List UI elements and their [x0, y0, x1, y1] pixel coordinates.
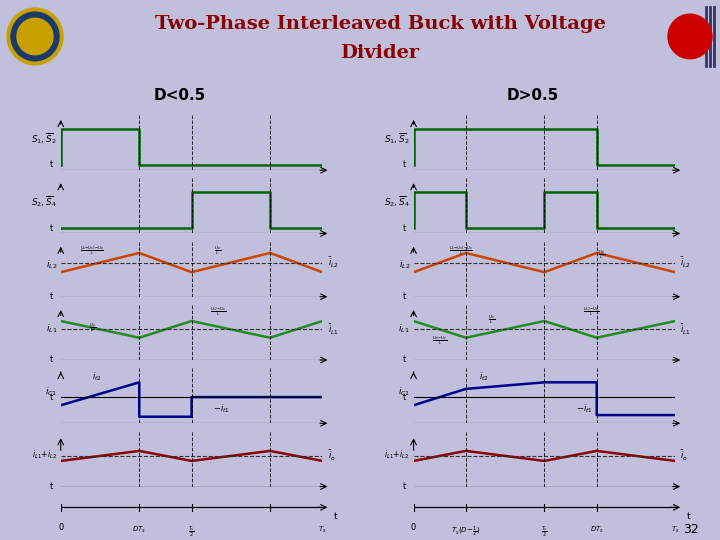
Text: t: t: [402, 224, 405, 233]
Text: $i_{L1}\!+\!i_{L2}$: $i_{L1}\!+\!i_{L2}$: [32, 449, 57, 461]
Text: $\frac{U_o}{L}$: $\frac{U_o}{L}$: [598, 249, 606, 261]
Text: $i_{C1}$: $i_{C1}$: [397, 386, 410, 398]
Text: $\bar{i}_{L2}$: $\bar{i}_{L2}$: [328, 255, 338, 269]
Text: t: t: [50, 393, 53, 402]
Text: $i_{L1}$: $i_{L1}$: [398, 322, 410, 335]
Text: $T_s$: $T_s$: [318, 525, 327, 535]
Text: t: t: [402, 355, 405, 364]
Text: $\bar{i}_o$: $\bar{i}_o$: [680, 449, 688, 463]
Text: t: t: [50, 355, 53, 364]
Text: Two-Phase Interleaved Buck with Voltage: Two-Phase Interleaved Buck with Voltage: [155, 15, 606, 33]
Text: $T_s(D\!-\!\frac{1}{2})$: $T_s(D\!-\!\frac{1}{2})$: [451, 525, 481, 539]
Text: $\frac{U_o}{L}$: $\frac{U_o}{L}$: [488, 314, 495, 326]
Text: $\frac{U_{c2}\!-\!U_o}{L}$: $\frac{U_{c2}\!-\!U_o}{L}$: [210, 306, 226, 319]
Text: t: t: [50, 160, 53, 170]
Text: t: t: [687, 512, 690, 521]
Text: $i_{t2}$: $i_{t2}$: [479, 371, 489, 383]
Text: $DT_s$: $DT_s$: [132, 525, 146, 535]
Text: 0: 0: [411, 523, 416, 532]
Text: t: t: [50, 482, 53, 491]
Text: t: t: [334, 512, 338, 521]
Text: t: t: [402, 482, 405, 491]
Text: $S_1,\overline{S}_2$: $S_1,\overline{S}_2$: [32, 131, 57, 146]
Text: $\bar{i}_{L1}$: $\bar{i}_{L1}$: [328, 322, 338, 336]
Circle shape: [668, 14, 712, 59]
Text: $i_{L1}$: $i_{L1}$: [45, 322, 57, 335]
Text: $\frac{T_s}{2}$: $\frac{T_s}{2}$: [188, 525, 195, 540]
Text: t: t: [50, 224, 53, 233]
Text: t: t: [50, 292, 53, 301]
Text: $\frac{U_o}{L}$: $\frac{U_o}{L}$: [214, 245, 221, 258]
Text: $i_{t2}$: $i_{t2}$: [92, 371, 102, 383]
Text: $i_{L2}$: $i_{L2}$: [46, 259, 57, 271]
Text: $-i_{t1}$: $-i_{t1}$: [576, 402, 593, 415]
Text: $\bar{i}_{L2}$: $\bar{i}_{L2}$: [680, 255, 691, 269]
Circle shape: [7, 8, 63, 65]
Text: 0: 0: [58, 523, 63, 532]
Text: D<0.5: D<0.5: [154, 87, 206, 103]
Text: $\frac{T_s}{2}$: $\frac{T_s}{2}$: [541, 525, 548, 540]
Text: t: t: [402, 393, 405, 402]
Text: $S_1,\overline{S}_2$: $S_1,\overline{S}_2$: [384, 131, 410, 146]
Text: $\bar{i}_{L1}$: $\bar{i}_{L1}$: [680, 322, 691, 336]
Text: $DT_s$: $DT_s$: [590, 525, 604, 535]
Text: Divider: Divider: [341, 44, 420, 62]
Text: $S_2,\overline{S}_4$: $S_2,\overline{S}_4$: [384, 194, 410, 209]
Text: $i_{L2}$: $i_{L2}$: [399, 259, 410, 271]
Text: $\frac{U_{c2}\!-\!U_o}{L}$: $\frac{U_{c2}\!-\!U_o}{L}$: [583, 306, 600, 319]
Text: D>0.5: D>0.5: [507, 87, 559, 103]
Text: $\bar{i}_o$: $\bar{i}_o$: [328, 449, 336, 463]
Text: $i_{C1}$: $i_{C1}$: [45, 386, 57, 398]
Circle shape: [17, 18, 53, 55]
Text: $\frac{U_s\!-\!U_{c1}\!-\!U_o}{L}$: $\frac{U_s\!-\!U_{c1}\!-\!U_o}{L}$: [449, 245, 472, 257]
Text: $i_{L1}\!+\!i_{L2}$: $i_{L1}\!+\!i_{L2}$: [384, 449, 410, 461]
Text: $\frac{U_{in}\!-\!U_o}{L}$: $\frac{U_{in}\!-\!U_o}{L}$: [432, 335, 447, 347]
Text: $\frac{U_s\!-\!U_{c1}\!-\!U_o}{L}$: $\frac{U_s\!-\!U_{c1}\!-\!U_o}{L}$: [80, 245, 104, 257]
Circle shape: [11, 12, 59, 60]
Text: 32: 32: [683, 523, 698, 536]
Text: t: t: [402, 160, 405, 170]
Text: $S_2,\overline{S}_4$: $S_2,\overline{S}_4$: [31, 194, 57, 209]
Text: t: t: [402, 292, 405, 301]
Text: $-i_{t1}$: $-i_{t1}$: [212, 402, 229, 415]
Text: $\frac{U_o}{L}$: $\frac{U_o}{L}$: [89, 321, 96, 334]
Text: $T_s$: $T_s$: [671, 525, 680, 535]
